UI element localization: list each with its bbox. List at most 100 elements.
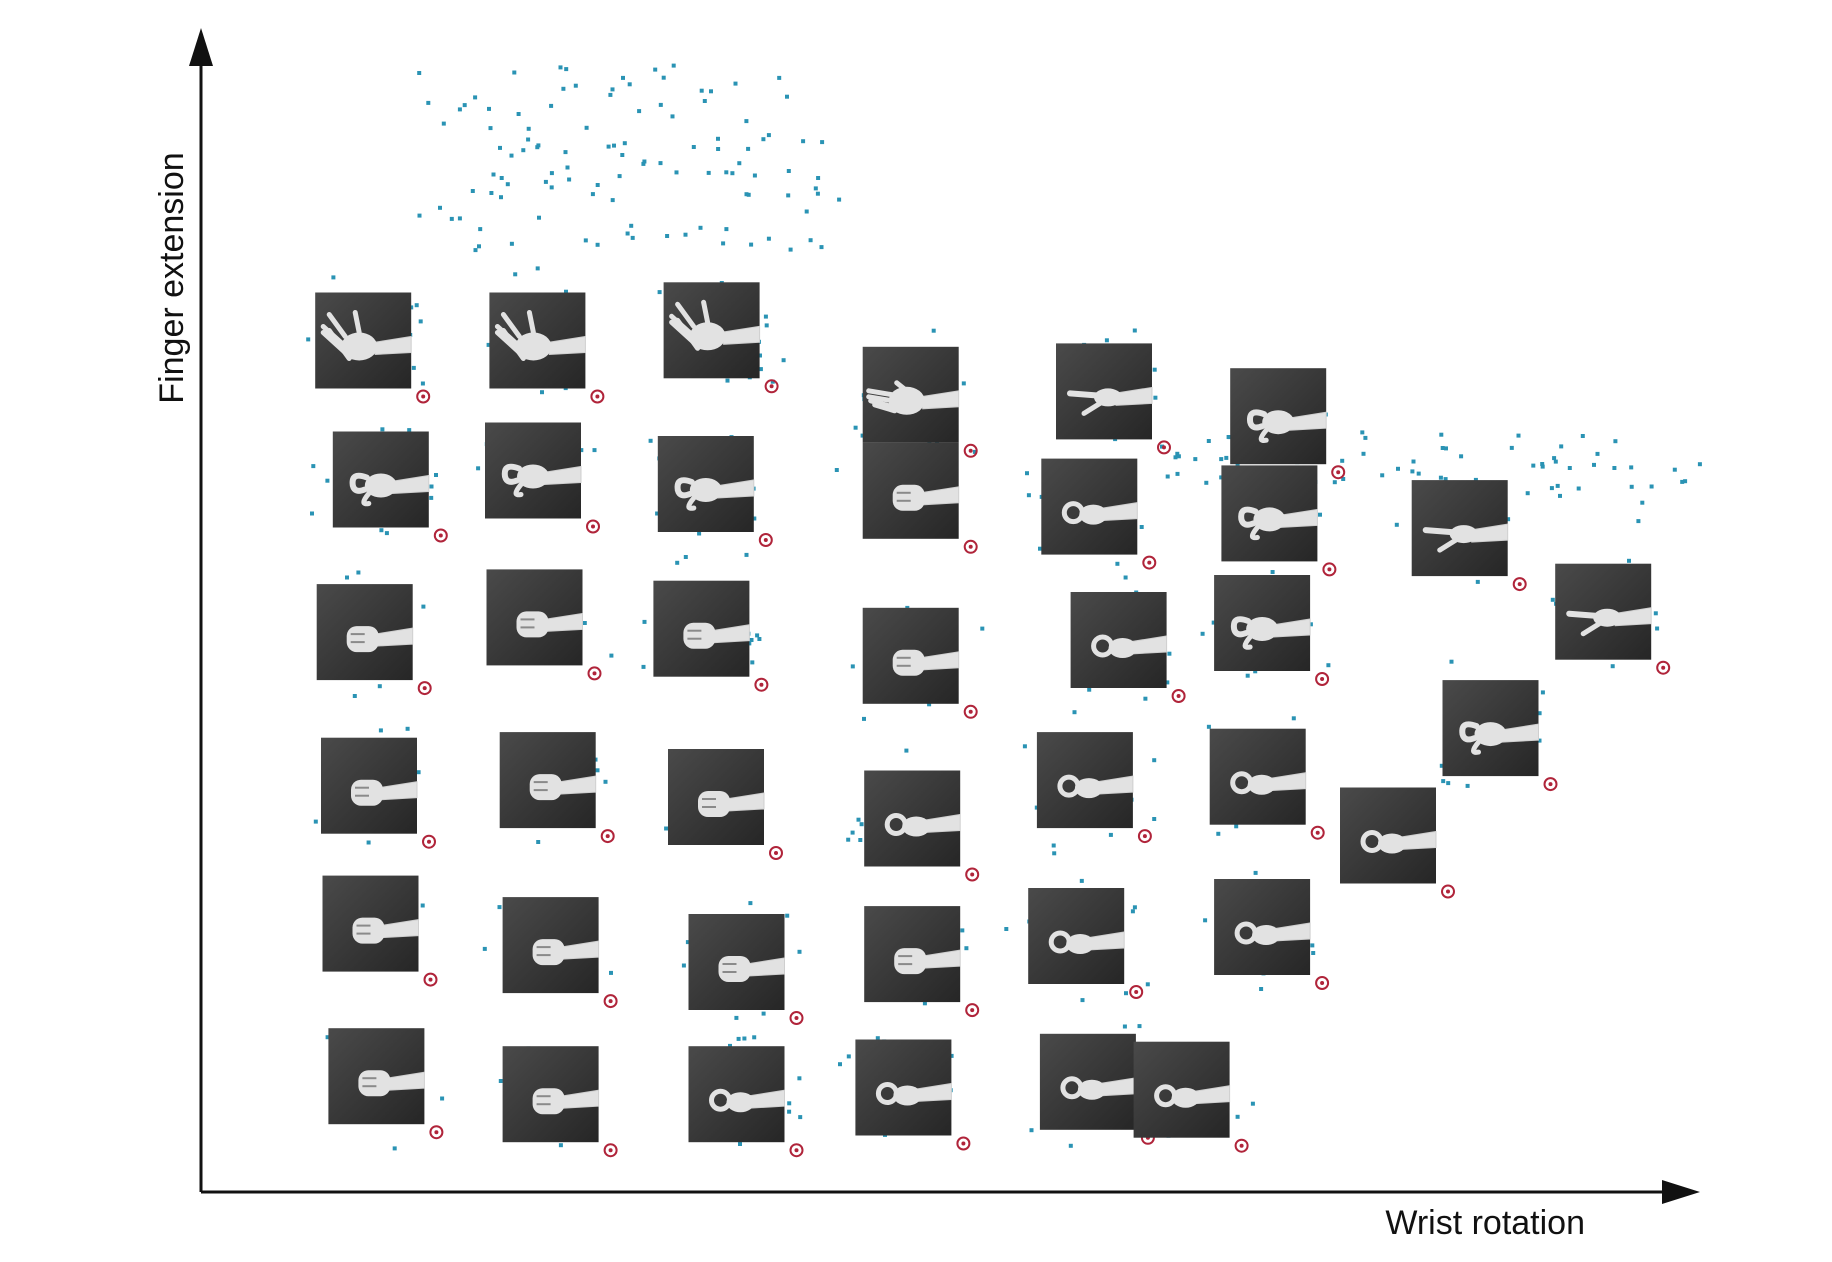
finger-shape (1081, 400, 1103, 416)
hand-thumbnail (668, 749, 783, 860)
scatter-point (1079, 878, 1084, 883)
sample-marker-dot (970, 872, 975, 877)
scatter-point (1473, 477, 1478, 482)
scatter-point (438, 205, 442, 210)
scatter-point (850, 830, 855, 835)
finger-shape (875, 1082, 899, 1105)
scatter-point (482, 946, 487, 951)
scatter-point (728, 1043, 732, 1048)
palm-shape (358, 1070, 391, 1097)
scatter-point (838, 1062, 842, 1067)
scatter-point (1443, 477, 1448, 482)
scatter-point (1175, 471, 1180, 476)
scatter-point (1540, 464, 1545, 469)
sample-marker (754, 677, 769, 692)
scatter-point (1200, 631, 1205, 636)
palm-shape (689, 478, 722, 502)
sample-marker-dot (428, 977, 433, 982)
finger-shape (326, 312, 348, 339)
scatter-point (961, 381, 966, 386)
sample-marker-dot (794, 1148, 799, 1153)
scatter-point (927, 702, 932, 707)
scatter-point (658, 161, 663, 166)
scatter-point (549, 185, 554, 190)
scatter-point (1439, 763, 1444, 768)
palm-shape (1252, 925, 1281, 945)
scatter-point (859, 822, 864, 827)
sample-marker-dot (1162, 445, 1166, 450)
scatter-point (1438, 475, 1443, 480)
scatter-point (837, 197, 842, 202)
scatter-point (582, 621, 587, 625)
scatter-point (325, 1035, 330, 1040)
scatter-point (549, 171, 554, 176)
scatter-point (345, 575, 349, 580)
sample-marker (764, 379, 779, 394)
sample-marker-dot (1327, 567, 1332, 572)
scatter-point (820, 140, 825, 145)
sample-marker-dot (1239, 1143, 1244, 1148)
scatter-point (1340, 458, 1345, 463)
scatter-point (1567, 466, 1572, 470)
scatter-point (1104, 338, 1109, 343)
scatter-point (627, 82, 632, 87)
hand-thumbnail (1028, 888, 1144, 999)
scatter-point (590, 192, 595, 197)
sample-marker (429, 1125, 444, 1140)
scatter-point (377, 684, 382, 689)
scatter-point (499, 176, 504, 180)
hand-thumbnail (1411, 480, 1527, 592)
scatter-point (1363, 435, 1368, 440)
scatter-point (609, 970, 613, 975)
sample-marker (1543, 777, 1558, 792)
sample-marker (1137, 829, 1152, 844)
scatter-point (1152, 758, 1157, 763)
scatter-point (797, 949, 802, 954)
scatter-point (1216, 831, 1221, 836)
scatter-point (1576, 486, 1581, 491)
scatter-point (752, 1035, 757, 1040)
scatter-point (526, 126, 531, 131)
scatter-point (487, 106, 491, 111)
palm-shape (1074, 778, 1103, 799)
scatter-point (612, 143, 616, 148)
scatter-point (567, 177, 572, 182)
scatter-point (1440, 446, 1445, 450)
scatter-point (378, 728, 383, 733)
sample-marker (1157, 440, 1171, 455)
scatter-point (384, 531, 389, 536)
palm-shape (718, 956, 751, 982)
hand-thumbnail (502, 1046, 618, 1158)
palm-shape (726, 1092, 755, 1113)
scatter-point (1139, 525, 1144, 529)
scatter-point (1531, 463, 1536, 468)
scatter-point (834, 468, 839, 472)
palm-shape (351, 779, 383, 806)
scatter-point (653, 67, 658, 72)
sample-marker-dot (1134, 990, 1139, 994)
finger-shape (526, 310, 536, 335)
finger-shape (1459, 721, 1480, 743)
scatter-point (1132, 905, 1137, 910)
scatter-point (1410, 469, 1415, 474)
scatter-point (606, 144, 611, 149)
scatter-point (641, 664, 646, 669)
scatter-point (311, 464, 316, 469)
palm-shape (1247, 774, 1276, 795)
scatter-point (1165, 474, 1170, 479)
scatter-point (1636, 519, 1641, 524)
palm-shape (532, 939, 565, 966)
finger-shape (1566, 610, 1599, 619)
finger-shape (1580, 621, 1602, 637)
scatter-point (1038, 546, 1042, 551)
scatter-point (325, 478, 330, 483)
sample-marker (1310, 825, 1325, 840)
scatter-point (815, 191, 820, 196)
scatter-point (1253, 669, 1258, 674)
sample-marker (963, 704, 978, 719)
scatter-point (744, 552, 749, 557)
scatter-point (366, 840, 371, 845)
sample-marker-dot (1320, 677, 1325, 681)
scatter-point (1224, 455, 1229, 460)
sample-marker-dot (595, 394, 600, 399)
